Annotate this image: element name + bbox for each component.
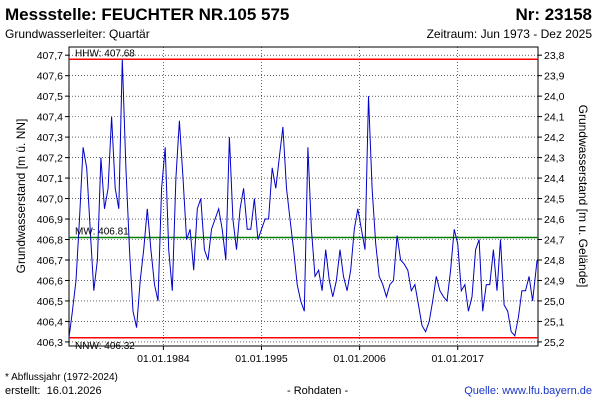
ref-label-mw: MW: 406.81 <box>75 226 129 237</box>
y-tick-label: 407,6 <box>37 71 63 83</box>
y2-tick-label: 24,5 <box>544 194 565 206</box>
reference-labels: HHW: 407.68 MW: 406.81 NNW: 406.32 <box>75 48 135 352</box>
y-tick-label: 406,3 <box>37 337 63 349</box>
y-axis-title-right: Grundwasserstand [m u. Gelände] <box>576 105 590 288</box>
y-tick-label: 406,8 <box>37 235 63 247</box>
y-tick-label: 407,3 <box>37 132 63 144</box>
y2-tick-label: 24,3 <box>544 153 565 165</box>
y-tick-label: 407,2 <box>37 153 63 165</box>
ref-label-hhw: HHW: 407.68 <box>75 48 135 59</box>
created-value: 16.01.2026 <box>46 385 102 397</box>
y-tick-label: 407,7 <box>37 50 63 62</box>
ref-label-nnw: NNW: 406.32 <box>75 341 135 352</box>
plot-frame <box>68 46 539 347</box>
period-label: Zeitraum: Jun 1973 - Dez 2025 <box>426 27 592 41</box>
x-axis: 01.01.1984 01.01.1995 01.01.2006 01.01.2017 <box>137 346 484 365</box>
y2-tick-label: 25,1 <box>544 316 565 328</box>
source-label: Quelle: <box>464 385 500 397</box>
y-tick-label: 406,4 <box>37 316 63 328</box>
y2-tick-label: 25,0 <box>544 296 565 308</box>
created-date: erstellt: 16.01.2026 <box>5 385 102 397</box>
y2-tick-label: 24,9 <box>544 275 565 287</box>
grid-layer <box>69 47 538 346</box>
source-credit: Quelle: www.lfu.bayern.de <box>464 385 592 397</box>
y2-tick-label: 23,8 <box>544 50 565 62</box>
y-tick-label: 406,6 <box>37 275 63 287</box>
x-tick-label: 01.01.1984 <box>137 353 190 365</box>
groundwater-level-line <box>68 59 538 338</box>
footnote: * Abflussjahr (1972-2024) <box>5 372 118 383</box>
source-link[interactable]: www.lfu.bayern.de <box>502 385 592 397</box>
y-tick-label: 407,0 <box>37 194 63 206</box>
y-axis-left: 407,7 407,6 407,5 407,4 407,3 407,2 407,1 407,0… <box>37 50 69 349</box>
y2-tick-label: 24,0 <box>544 91 565 103</box>
reference-lines <box>69 58 538 339</box>
y2-tick-label: 24,1 <box>544 112 565 124</box>
rawdata-note: - Rohdaten - <box>287 385 349 397</box>
station-number: Nr: 23158 <box>515 5 592 24</box>
y2-tick-label: 25,2 <box>544 337 565 349</box>
x-tick-label: 01.01.2006 <box>333 353 386 365</box>
y-tick-label: 406,7 <box>37 255 63 267</box>
y2-tick-label: 24,6 <box>544 214 565 226</box>
y-tick-label: 407,1 <box>37 173 63 185</box>
y-tick-label: 407,5 <box>37 91 63 103</box>
y-tick-label: 407,4 <box>37 112 63 124</box>
station-title: Messstelle: FEUCHTER NR.105 575 <box>5 5 290 24</box>
x-tick-label: 01.01.1995 <box>235 353 288 365</box>
y-axis-right: 23,8 23,9 24,0 24,1 24,2 24,3 24,4 24,5 24,6 24,7… <box>538 50 565 349</box>
y-tick-label: 406,9 <box>37 214 63 226</box>
y2-tick-label: 24,7 <box>544 235 565 247</box>
x-tick-label: 01.01.2017 <box>431 353 484 365</box>
y-axis-title-left: Grundwasserstand [m ü. NN] <box>14 119 28 274</box>
y2-tick-label: 24,2 <box>544 132 565 144</box>
y2-tick-label: 24,8 <box>544 255 565 267</box>
aquifer-label: Grundwasserleiter: Quartär <box>5 27 150 41</box>
y-tick-label: 406,5 <box>37 296 63 308</box>
y2-tick-label: 24,4 <box>544 173 565 185</box>
y2-tick-label: 23,9 <box>544 71 565 83</box>
created-label: erstellt: <box>5 385 41 397</box>
